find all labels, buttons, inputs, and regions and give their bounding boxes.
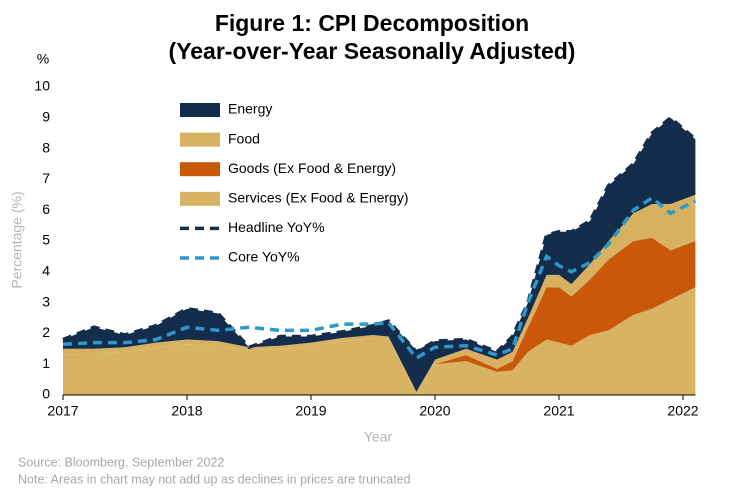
note: Note: Areas in chart may not add up as d… [18,472,411,486]
y-tick-label: 7 [42,170,50,186]
y-tick-label: 8 [42,139,50,155]
x-tick-label: 2020 [419,403,450,419]
x-axis-label: Year [364,429,393,445]
line [62,195,697,361]
legend-label: Food [228,130,260,146]
y-tick-label: 5 [42,232,50,248]
legend-swatch [180,162,220,177]
x-tick-label: 2017 [47,403,78,419]
x-tick-label: 2021 [543,403,574,419]
chart-subtitle: (Year-over-Year Seasonally Adjusted) [169,38,576,64]
y-tick-label: 1 [42,355,50,371]
legend-label: Core YoY% [228,249,300,265]
legend-swatch [180,191,220,206]
line [62,115,697,355]
y-tick-label: 0 [42,386,50,402]
area [63,287,696,395]
y-tick-label: 9 [42,109,50,125]
area [63,117,696,392]
legend-label: Services (Ex Food & Energy) [228,190,409,206]
legend-label: Headline YoY% [228,219,325,235]
legend-swatch [180,103,220,117]
legend-swatch [180,132,220,147]
y-tick-label: 10 [34,78,50,94]
x-tick-label: 2019 [295,403,326,419]
y-tick-label: 2 [42,324,50,340]
legend-label: Energy [228,101,272,117]
chart-title: Figure 1: CPI Decomposition [215,10,529,36]
area [63,194,696,394]
y-tick-label: 6 [42,201,50,217]
y-tick-label: 4 [42,263,50,279]
y-axis-label: Percentage (%) [9,191,25,288]
x-tick-label: 2018 [171,403,202,419]
y-unit: % [37,51,49,67]
source: Source: Bloomberg, September 2022 [18,455,224,469]
y-tick-label: 3 [42,293,50,309]
area [63,237,696,394]
x-tick-label: 2022 [667,403,698,419]
legend-label: Goods (Ex Food & Energy) [228,160,396,176]
